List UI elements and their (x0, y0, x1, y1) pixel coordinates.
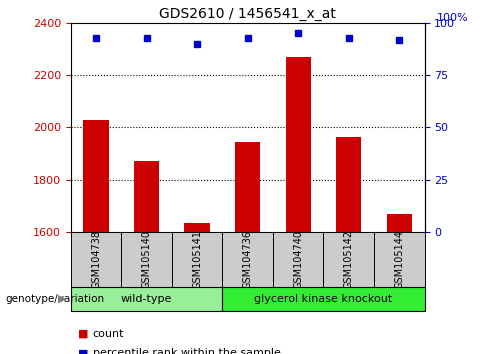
Title: GDS2610 / 1456541_x_at: GDS2610 / 1456541_x_at (159, 7, 336, 21)
Text: GSM104738: GSM104738 (91, 230, 101, 289)
Text: ■: ■ (78, 329, 89, 339)
Bar (336, 137, 362, 232)
Text: ▶: ▶ (58, 294, 66, 304)
Text: wild-type: wild-type (121, 294, 172, 304)
Bar (374, 232, 425, 287)
Bar (235, 142, 260, 232)
Bar (134, 161, 159, 232)
Text: GSM105142: GSM105142 (344, 230, 354, 289)
Text: count: count (93, 329, 124, 339)
Text: GSM105141: GSM105141 (192, 230, 202, 289)
Text: GSM104740: GSM104740 (293, 230, 303, 289)
Bar (83, 120, 109, 232)
Text: ■: ■ (78, 348, 89, 354)
Bar (184, 223, 210, 232)
Bar (223, 232, 273, 287)
Bar (324, 232, 374, 287)
Text: percentile rank within the sample: percentile rank within the sample (93, 348, 281, 354)
Text: GSM105144: GSM105144 (394, 230, 404, 289)
Bar (122, 232, 172, 287)
Bar (285, 57, 311, 232)
Bar (71, 232, 122, 287)
Text: GSM104736: GSM104736 (243, 230, 253, 289)
Y-axis label: 100%: 100% (437, 13, 468, 23)
Text: GSM105140: GSM105140 (142, 230, 152, 289)
Bar (172, 232, 223, 287)
Bar (223, 287, 425, 311)
Text: genotype/variation: genotype/variation (5, 294, 104, 304)
Bar (386, 213, 412, 232)
Bar (273, 232, 324, 287)
Text: glycerol kinase knockout: glycerol kinase knockout (254, 294, 393, 304)
Bar (71, 287, 223, 311)
